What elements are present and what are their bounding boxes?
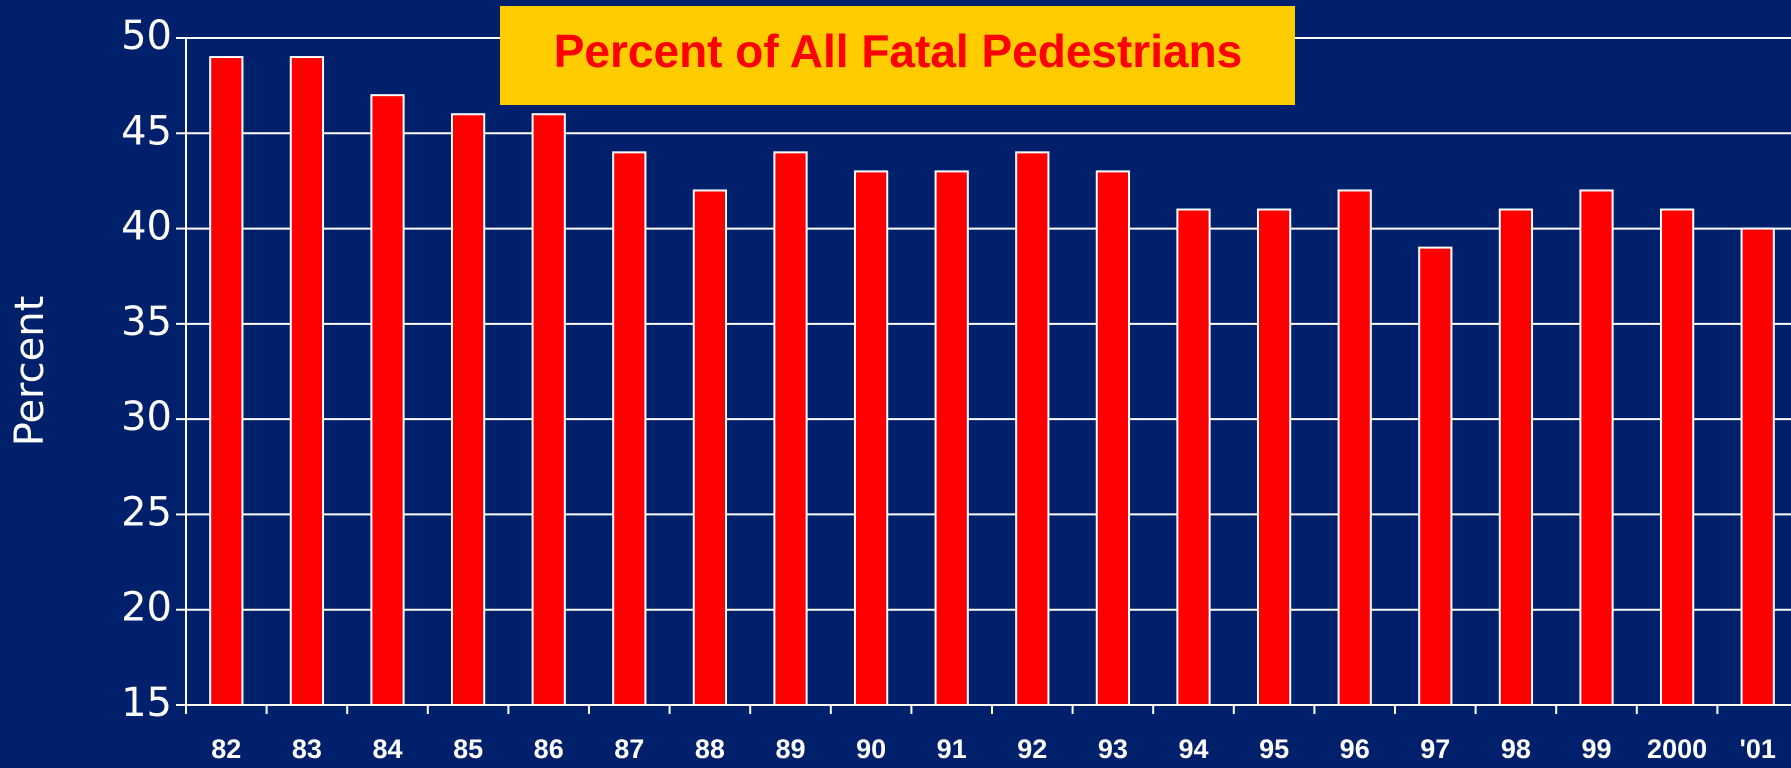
bar [612, 151, 647, 707]
x-tick-label: 89 [775, 734, 805, 764]
y-tick-label: 35 [121, 299, 172, 345]
x-tick-label: 91 [937, 734, 967, 764]
y-tick-label: 50 [121, 13, 172, 59]
chart-title: Percent of All Fatal Pedestrians [554, 25, 1243, 77]
bar [209, 56, 244, 707]
y-tick-label: 30 [121, 394, 172, 440]
bar [1498, 208, 1534, 706]
bar [531, 113, 566, 706]
bar [1095, 170, 1131, 706]
x-tick-label: 88 [695, 734, 725, 764]
bars [209, 56, 1775, 707]
y-tick-label: 15 [121, 680, 172, 726]
bar [1418, 246, 1453, 706]
x-tick-label: 90 [856, 734, 886, 764]
bar [773, 151, 808, 707]
bar [289, 56, 325, 707]
x-tick-label: 97 [1420, 734, 1450, 764]
x-tick-label: '01 [1739, 734, 1775, 764]
y-tick-label: 25 [121, 489, 172, 535]
bar [1659, 208, 1695, 706]
bar [853, 170, 889, 706]
x-tick-label: 95 [1259, 734, 1289, 764]
y-tick-label: 40 [121, 204, 172, 250]
title-box [500, 6, 1295, 105]
x-tick-label: 94 [1178, 734, 1208, 764]
bar [1740, 227, 1775, 706]
y-tick-label: 45 [121, 108, 172, 154]
bar [934, 170, 969, 706]
x-tick-label: 82 [211, 734, 241, 764]
x-tick-label: 2000 [1647, 734, 1707, 764]
bar [450, 113, 486, 706]
bar [1579, 189, 1614, 706]
x-tick-label: 92 [1017, 734, 1047, 764]
bar [1337, 189, 1372, 706]
x-tick-label: 96 [1340, 734, 1370, 764]
y-axis-label: Percent [7, 296, 53, 447]
bar [1256, 208, 1292, 706]
bar [1015, 151, 1050, 707]
bar [692, 189, 728, 706]
x-tick-label: 83 [292, 734, 322, 764]
bar [370, 94, 405, 706]
bar [1176, 208, 1211, 706]
x-tick-label: 87 [614, 734, 644, 764]
x-tick-label: 86 [534, 734, 564, 764]
x-tick-label: 98 [1501, 734, 1531, 764]
x-tick-label: 93 [1098, 734, 1128, 764]
x-tick-label: 84 [372, 734, 402, 764]
x-tick-label: 85 [453, 734, 483, 764]
x-tick-label: 99 [1581, 734, 1611, 764]
y-tick-label: 20 [121, 585, 172, 631]
